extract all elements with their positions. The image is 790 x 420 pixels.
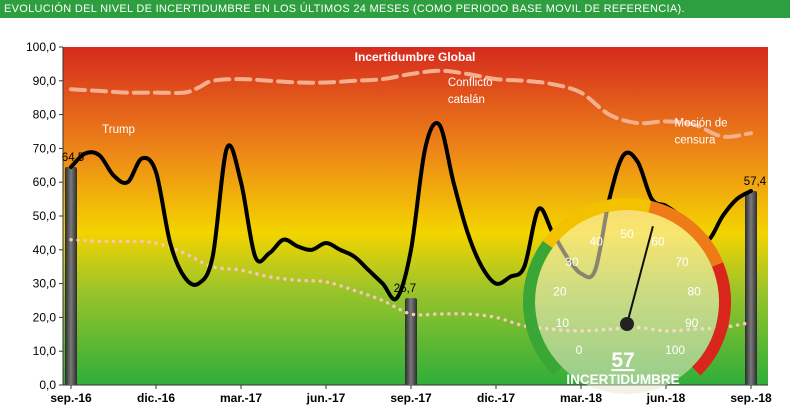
gauge-needle [626,226,654,325]
annotation-label: Conflicto [448,77,493,89]
y-tick-label: 10,0 [33,344,57,358]
series-line-main [69,121,753,302]
x-tick-label: jun.-18 [646,391,686,405]
bar-value-label: 57,4 [744,176,767,188]
y-axis: 0,0 10,0 20,0 30,0 40,0 50,0 60,0 70,0 80,0 90,0 1… [26,40,64,392]
y-tick-label: 30,0 [33,277,57,291]
y-tick-label: 60,0 [33,175,57,189]
y-tick-label: 40,0 [33,243,57,257]
y-tick-label: 70,0 [33,141,57,155]
x-tick-label: mar.-17 [220,391,262,405]
gauge-arc-segment [691,262,731,376]
x-axis: sep.-16 dic.-16 mar.-17 jun.-17 sep.-17 dic.-… [50,384,772,405]
y-tick-label: 80,0 [33,108,57,122]
gauge-tick-label: 20 [553,284,567,298]
header-title: EVOLUCIÓN DEL NIVEL DE INCERTIDUMBRE EN … [4,3,685,15]
gauge-arc-segment [523,240,563,376]
y-tick-label: 100,0 [26,40,56,54]
gauge-tick-label: 70 [675,255,689,269]
y-tick-label: 0,0 [39,378,56,392]
chart-header-banner: EVOLUCIÓN DEL NIVEL DE INCERTIDUMBRE EN … [0,0,790,18]
gauge-tick-label: 40 [589,234,603,248]
bar [405,298,417,385]
series-line-global [69,68,753,139]
gauge-tick-label: 100 [665,343,685,357]
y-tick-label: 50,0 [33,209,57,223]
gauge-tick-label: 50 [620,227,634,241]
x-tick-label: jun.-17 [306,391,346,405]
bar [745,190,757,385]
x-tick-label: dic.-17 [477,391,515,405]
gauge-tick-label: 80 [687,284,701,298]
gauge-tick-label: 0 [576,343,583,357]
x-tick-label: sep.-18 [730,391,772,405]
gauge-arc-segment [542,198,652,249]
gauge-tick-label: 10 [556,316,570,330]
annotation-label: Moción de [675,117,728,129]
gauge-title: INCERTIDUMBRE [566,372,679,387]
chart-title: Incertidumbre Global [355,50,476,64]
y-tick-label: 20,0 [33,310,57,324]
x-tick-label: dic.-16 [137,391,175,405]
x-tick-label: mar.-18 [560,391,602,405]
gauge-value-label: 57 [611,349,634,372]
annotation-label: Trump [102,124,135,136]
uncertainty-chart: 0,0 10,0 20,0 30,0 40,0 50,0 60,0 70,0 80,0 90,0 1… [26,40,772,405]
x-tick-label: sep.-17 [390,391,432,405]
annotation-label: catalán [448,94,485,106]
annotation-label: censura [675,134,717,146]
gauge-tick-label: 90 [685,316,699,330]
gauge-tick-label: 30 [565,255,579,269]
y-tick-label: 90,0 [33,74,57,88]
gauge-tick-label: 60 [651,234,665,248]
x-tick-label: sep.-16 [50,391,92,405]
bars-layer: 64,525,757,4 [62,152,767,385]
gauge-arc-segment [648,200,724,267]
annotations-layer: Trump Conflicto catalán Moción de censura [102,77,727,146]
bar [65,166,77,385]
gauge-face [535,210,719,394]
gauge-hub [620,317,634,331]
bar-value-label: 25,7 [394,283,416,295]
